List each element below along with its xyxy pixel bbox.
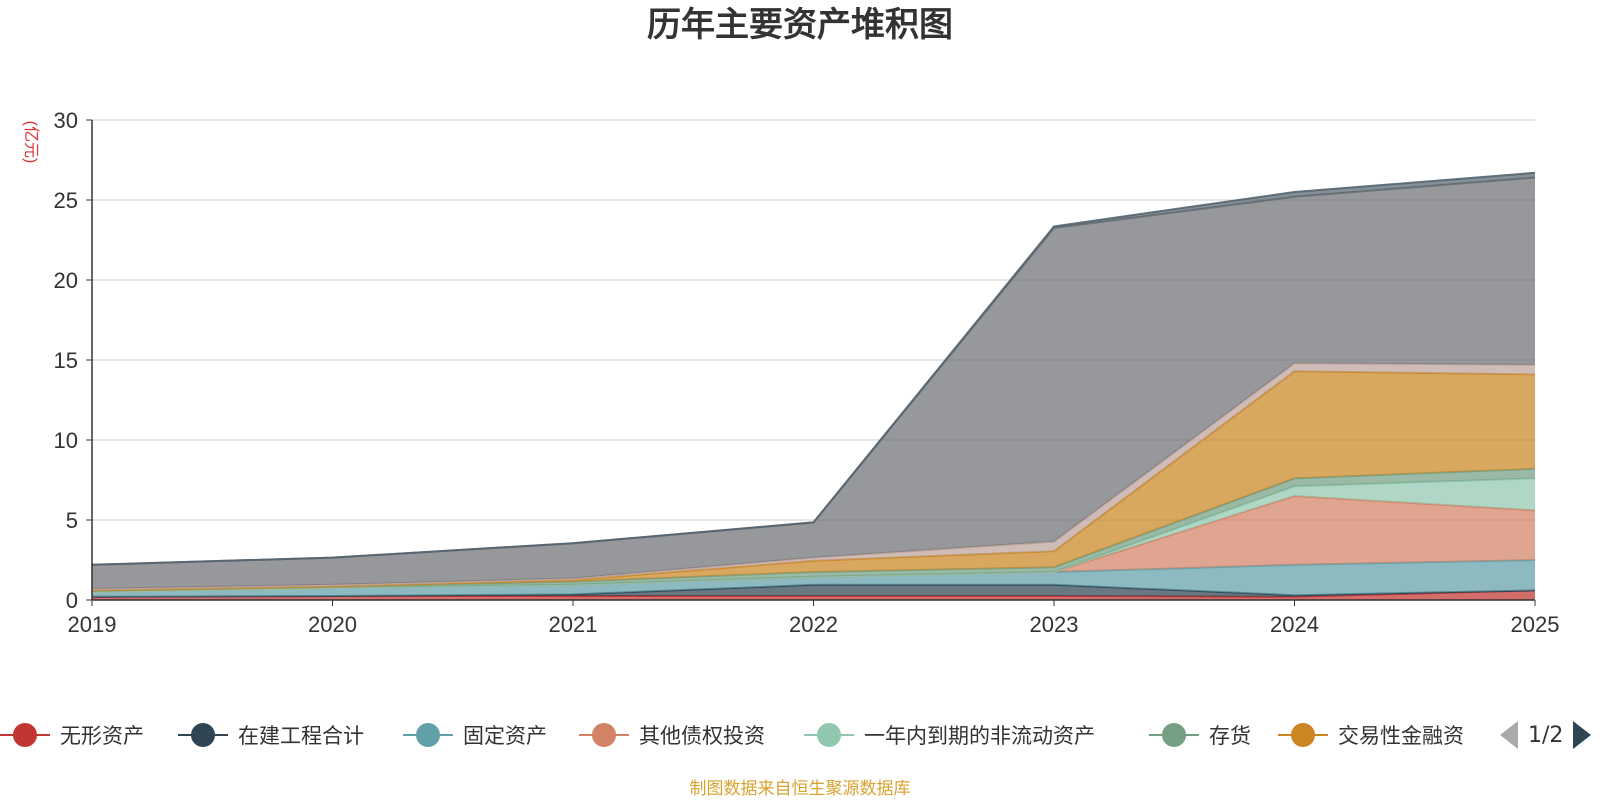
legend-swatch-icon [1278, 718, 1328, 752]
x-tick-label: 2019 [68, 612, 117, 637]
legend-item[interactable]: 无形资产 [0, 718, 144, 752]
area-series-line-9 [91, 171, 1536, 566]
chart-legend: 无形资产 在建工程合计 固定资产 其他债权投资 一年内到期的非流动资产 存货 交易性金融资 [0, 718, 1600, 752]
legend-label: 其他债权投资 [639, 724, 765, 748]
x-tick-label: 2022 [789, 612, 838, 637]
grid-layer [92, 119, 1535, 521]
legend-swatch-icon [1149, 718, 1199, 752]
area-series-0[interactable] [92, 590, 1535, 600]
area-series-8[interactable] [92, 177, 1535, 589]
y-axis-unit-label: (亿元) [22, 121, 40, 164]
x-tick-label: 2021 [549, 612, 598, 637]
data-source-note: 制图数据来自恒生聚源数据库 [689, 779, 911, 799]
legend-item[interactable]: 一年内到期的非流动资产 [804, 718, 1095, 752]
legend-swatch-icon [0, 718, 50, 752]
area-series-6[interactable] [92, 371, 1535, 591]
legend-page-indicator: 1/2 [1528, 722, 1564, 748]
area-series-5[interactable] [92, 468, 1535, 592]
area-series-3[interactable] [92, 496, 1535, 592]
y-tick-label: 5 [66, 508, 78, 533]
x-tick-label: 2020 [308, 612, 357, 637]
x-tick-label: 2023 [1030, 612, 1079, 637]
legend-pager: 1/2 [1500, 718, 1592, 752]
legend-item[interactable]: 固定资产 [403, 718, 547, 752]
legend-swatch-icon [403, 718, 453, 752]
legend-item[interactable]: 交易性金融资 [1278, 718, 1464, 752]
legend-item[interactable]: 其他债权投资 [579, 718, 765, 752]
y-tick-label: 10 [54, 428, 78, 453]
legend-next-page-icon[interactable] [1573, 721, 1592, 749]
legend-item[interactable]: 存货 [1149, 718, 1251, 752]
legend-label: 固定资产 [463, 724, 547, 748]
legend-label: 一年内到期的非流动资产 [864, 724, 1095, 748]
legend-swatch-icon [804, 718, 854, 752]
legend-swatch-icon [178, 718, 228, 752]
legend-prev-page-icon[interactable] [1500, 721, 1518, 749]
x-tick-label: 2025 [1511, 612, 1560, 637]
legend-item[interactable]: 在建工程合计 [178, 718, 364, 752]
area-layer [91, 171, 1536, 600]
y-tick-label: 0 [66, 588, 78, 613]
legend-label: 无形资产 [60, 724, 144, 748]
x-tick-label: 2024 [1270, 612, 1319, 637]
legend-swatch-icon [579, 718, 629, 752]
y-tick-label: 15 [54, 348, 78, 373]
chart-title: 历年主要资产堆积图 [647, 5, 953, 45]
legend-label: 存货 [1209, 724, 1251, 748]
area-series-4[interactable] [92, 478, 1535, 592]
y-tick-label: 30 [54, 108, 78, 133]
area-series-1[interactable] [92, 584, 1535, 597]
legend-label: 交易性金融资 [1338, 724, 1464, 748]
y-tick-label: 25 [54, 188, 78, 213]
y-tick-label: 20 [54, 268, 78, 293]
legend-label: 在建工程合计 [238, 724, 364, 748]
